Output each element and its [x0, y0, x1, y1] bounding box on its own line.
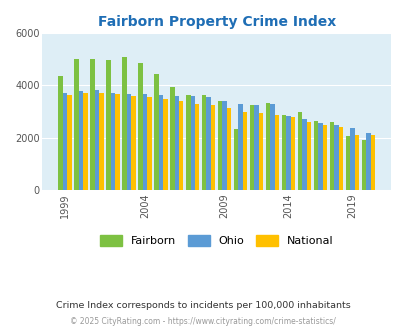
Bar — [90, 59, 94, 190]
Bar — [122, 56, 126, 190]
Bar — [131, 96, 135, 190]
Bar — [350, 128, 354, 190]
Bar — [138, 63, 142, 190]
Bar — [67, 95, 72, 190]
Bar — [158, 95, 163, 190]
Bar — [202, 95, 206, 190]
Bar — [333, 125, 338, 190]
Bar — [179, 101, 183, 190]
Bar — [62, 93, 67, 190]
Bar — [365, 133, 370, 190]
Bar — [106, 60, 111, 190]
Bar — [274, 115, 279, 190]
Bar — [163, 99, 167, 190]
Bar — [206, 97, 211, 190]
Bar — [142, 94, 147, 190]
Bar — [281, 115, 286, 190]
Bar — [190, 96, 194, 190]
Bar — [361, 140, 365, 190]
Bar — [222, 101, 226, 190]
Legend: Fairborn, Ohio, National: Fairborn, Ohio, National — [96, 230, 337, 251]
Bar — [194, 104, 199, 190]
Text: Crime Index corresponds to incidents per 100,000 inhabitants: Crime Index corresponds to incidents per… — [55, 301, 350, 310]
Bar — [297, 112, 302, 190]
Bar — [226, 109, 231, 190]
Bar — [126, 94, 131, 190]
Bar — [286, 115, 290, 190]
Bar — [370, 135, 374, 190]
Bar — [233, 129, 238, 190]
Bar — [313, 121, 318, 190]
Bar — [249, 105, 254, 190]
Bar — [99, 93, 103, 190]
Text: © 2025 CityRating.com - https://www.cityrating.com/crime-statistics/: © 2025 CityRating.com - https://www.city… — [70, 317, 335, 326]
Bar — [242, 113, 247, 190]
Bar — [306, 122, 311, 190]
Bar — [290, 117, 294, 190]
Bar — [115, 94, 119, 190]
Bar — [238, 104, 242, 190]
Bar — [174, 96, 179, 190]
Bar — [322, 125, 326, 190]
Bar — [111, 93, 115, 190]
Bar — [265, 103, 270, 190]
Bar — [338, 127, 342, 190]
Bar — [217, 101, 222, 190]
Bar — [258, 113, 263, 190]
Bar — [254, 105, 258, 190]
Bar — [270, 104, 274, 190]
Bar — [83, 93, 87, 190]
Bar — [170, 87, 174, 190]
Bar — [58, 76, 62, 190]
Bar — [211, 105, 215, 190]
Bar — [94, 90, 99, 190]
Bar — [318, 123, 322, 190]
Bar — [354, 136, 358, 190]
Bar — [154, 74, 158, 190]
Bar — [79, 91, 83, 190]
Bar — [302, 119, 306, 190]
Bar — [329, 121, 333, 190]
Bar — [74, 59, 79, 190]
Title: Fairborn Property Crime Index: Fairborn Property Crime Index — [97, 15, 335, 29]
Bar — [147, 97, 151, 190]
Bar — [345, 136, 350, 190]
Bar — [185, 95, 190, 190]
